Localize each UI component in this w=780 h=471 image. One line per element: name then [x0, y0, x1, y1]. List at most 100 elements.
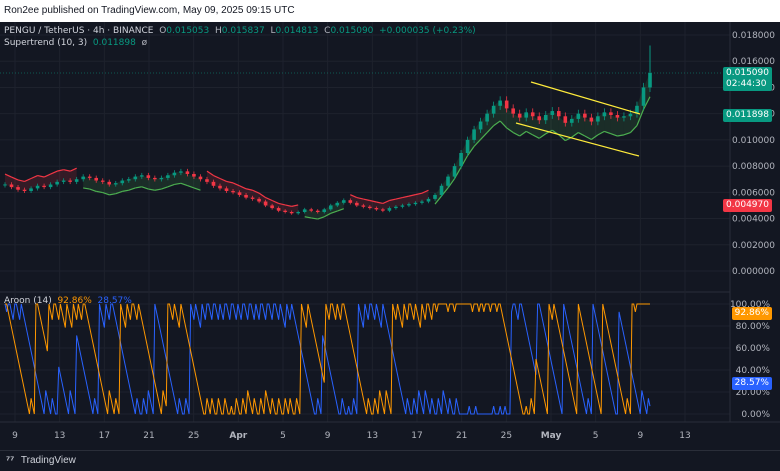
candle-body: [74, 179, 79, 182]
candle-body: [276, 208, 281, 211]
candle-body: [237, 192, 242, 195]
supertrend-segment: [141, 186, 149, 190]
supertrend-segment: [480, 132, 488, 140]
supertrend-segment: [538, 133, 547, 139]
open-label: O: [159, 26, 167, 36]
candle-body: [270, 205, 274, 209]
supertrend-segment: [193, 187, 201, 191]
supertrend-segment: [37, 174, 45, 178]
brand-name[interactable]: TradingView: [20, 455, 76, 466]
low-label: L: [270, 26, 276, 36]
candles: [3, 45, 652, 215]
supertrend-segment: [245, 188, 253, 191]
supertrend-fill: [513, 113, 520, 137]
aroon-axis[interactable]: 100.00% 80.00% 60.00% 40.00% 20.00% 0.00%: [730, 300, 770, 420]
price-tick-label: 0.016000: [732, 57, 775, 67]
high-label: H: [214, 26, 222, 36]
aroon-tick-label: 100.00%: [730, 300, 770, 310]
supertrend-segment: [499, 120, 508, 129]
aroon-tick-label: 60.00%: [736, 344, 771, 354]
time-tick-label: 9: [325, 431, 331, 441]
supertrend-fill: [311, 210, 318, 220]
lower-trendline[interactable]: [515, 122, 640, 157]
aroon-tick-label: 0.00%: [741, 410, 770, 420]
candle-body: [439, 185, 444, 195]
supertrend-fill: [591, 116, 598, 140]
candle-body: [537, 116, 542, 121]
supertrend-segment: [591, 134, 599, 140]
candle-body: [153, 177, 157, 180]
supertrend-fill: [617, 116, 624, 137]
supertrend-fill: [57, 169, 64, 182]
supertrend-segment: [408, 194, 416, 197]
candle-body: [407, 204, 411, 206]
time-tick-label: 13: [367, 431, 378, 441]
aroon-label[interactable]: Aroon (14): [4, 296, 52, 306]
candle-body: [394, 206, 398, 209]
aroon-down-value: 28.57%: [97, 296, 132, 306]
close-label: C: [324, 26, 331, 36]
candle-body: [9, 184, 14, 188]
symbol-legend[interactable]: PENGU / TetherUS · 4h · BINANCE O0.01505…: [4, 26, 476, 36]
supertrend-segment: [454, 166, 462, 179]
candle-body: [524, 112, 529, 118]
supertrend-legend[interactable]: Supertrend (10, 3) 0.011898 ø: [4, 38, 147, 48]
candle-body: [192, 173, 196, 177]
candle-body: [374, 208, 379, 210]
candle-body: [615, 114, 620, 118]
footer-bar: ⁷⁷ TradingView: [0, 450, 780, 470]
candle-body: [16, 187, 20, 190]
candle-body: [302, 209, 307, 212]
supertrend-segment: [369, 199, 377, 203]
supertrend-segment: [382, 199, 390, 204]
candle-body: [609, 112, 613, 115]
candle-body: [35, 185, 40, 189]
price-tick-label: 0.000000: [732, 267, 775, 277]
supertrend-segment: [467, 146, 475, 156]
last-price-tag-value: 0.015090: [726, 68, 769, 78]
time-axis[interactable]: 9 13 17 21 25 Apr 5 9 13 17 21 25 May 5 9 13: [12, 431, 691, 441]
supertrend-segment: [219, 177, 227, 182]
candle-body: [133, 176, 138, 180]
candle-body: [146, 175, 151, 178]
supertrend-label[interactable]: Supertrend (10, 3): [4, 38, 88, 48]
supertrend-segment: [610, 133, 618, 137]
aroon-legend[interactable]: Aroon (14) 92.86% 28.57%: [4, 296, 132, 306]
supertrend-segment: [571, 132, 579, 138]
supertrend-segment: [135, 186, 142, 189]
time-tick-label: 25: [501, 431, 512, 441]
candle-body: [309, 209, 314, 211]
candle-body: [341, 200, 346, 203]
candle-body: [81, 176, 85, 180]
published-text: Ron2ee published on TradingView.com, May…: [4, 5, 295, 16]
tradingview-logo-icon[interactable]: ⁷⁷: [6, 455, 15, 466]
chart-area[interactable]: 9 13 17 21 25 Apr 5 9 13 17 21 25 May 5 9 13 0.018000 0.…: [0, 22, 780, 450]
supertrend-segment: [630, 125, 638, 133]
supertrend-segment: [128, 187, 136, 191]
candle-body: [465, 139, 470, 153]
price-tick-label: 0.010000: [732, 136, 775, 146]
upper-trendline[interactable]: [530, 81, 641, 115]
supertrend-segment: [271, 199, 279, 204]
candle-body: [361, 205, 366, 207]
supertrend-segment: [17, 179, 25, 183]
supertrend-fill: [89, 177, 97, 192]
candle-body: [381, 209, 385, 211]
candle-body: [250, 197, 255, 199]
candle-body: [576, 113, 581, 119]
candle-body: [355, 202, 359, 206]
time-tick-label: 13: [54, 431, 65, 441]
supertrend-fill: [102, 181, 110, 195]
supertrend-segment: [473, 139, 482, 147]
symbol-name[interactable]: PENGU / TetherUS · 4h · BINANCE: [4, 26, 154, 36]
supertrend-segment: [434, 195, 442, 205]
price-tick-label: 0.008000: [732, 162, 775, 172]
supertrend-segment: [161, 186, 169, 190]
supertrend-fill: [532, 116, 540, 139]
candle-body: [107, 181, 112, 185]
supertrend-segment: [317, 216, 325, 220]
candle-body: [635, 105, 639, 114]
supertrend-segment: [525, 130, 534, 136]
supertrend-segment: [226, 180, 234, 184]
supertrend-segment: [506, 127, 514, 134]
